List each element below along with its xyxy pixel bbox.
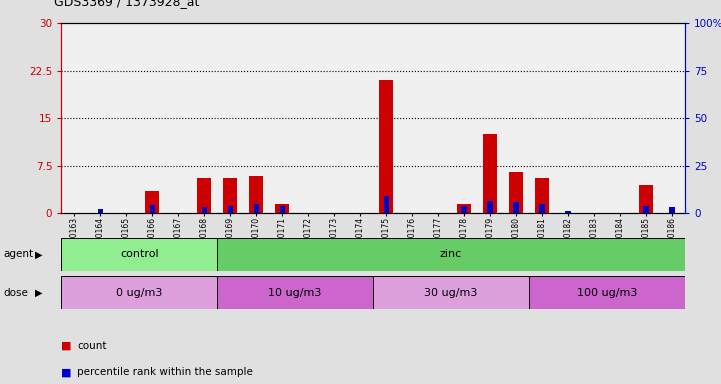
Bar xyxy=(197,178,211,213)
Bar xyxy=(275,204,289,213)
Text: ▶: ▶ xyxy=(35,249,42,260)
Bar xyxy=(145,191,159,213)
Text: percentile rank within the sample: percentile rank within the sample xyxy=(77,367,253,377)
Text: agent: agent xyxy=(3,249,33,260)
Text: 100 ug/m3: 100 ug/m3 xyxy=(577,288,637,298)
Bar xyxy=(529,276,685,309)
Text: dose: dose xyxy=(3,288,28,298)
Bar xyxy=(457,204,472,213)
Text: 10 ug/m3: 10 ug/m3 xyxy=(268,288,322,298)
Text: GDS3369 / 1373928_at: GDS3369 / 1373928_at xyxy=(54,0,200,8)
Bar xyxy=(643,205,649,213)
Bar xyxy=(539,204,544,213)
Bar xyxy=(373,276,529,309)
Bar xyxy=(513,202,518,213)
Bar xyxy=(61,238,217,271)
Bar xyxy=(483,134,497,213)
Bar xyxy=(384,196,389,213)
Text: 30 ug/m3: 30 ug/m3 xyxy=(425,288,478,298)
Bar xyxy=(150,205,155,213)
Bar xyxy=(97,209,103,213)
Bar xyxy=(509,172,523,213)
Bar xyxy=(228,207,233,213)
Bar xyxy=(669,207,675,213)
Text: ■: ■ xyxy=(61,341,72,351)
Bar xyxy=(223,178,237,213)
Text: ■: ■ xyxy=(61,367,72,377)
Bar xyxy=(280,207,285,213)
Text: zinc: zinc xyxy=(440,249,462,260)
Bar xyxy=(487,201,492,213)
Bar xyxy=(535,178,549,213)
Bar xyxy=(61,276,217,309)
Bar xyxy=(217,238,685,271)
Bar xyxy=(249,176,263,213)
Bar xyxy=(379,80,393,213)
Text: 0 ug/m3: 0 ug/m3 xyxy=(116,288,162,298)
Text: count: count xyxy=(77,341,107,351)
Bar xyxy=(639,185,653,213)
Bar xyxy=(202,207,207,213)
Bar xyxy=(461,207,466,213)
Bar xyxy=(217,276,373,309)
Text: ▶: ▶ xyxy=(35,288,42,298)
Bar xyxy=(565,211,570,213)
Text: control: control xyxy=(120,249,159,260)
Bar xyxy=(254,204,259,213)
